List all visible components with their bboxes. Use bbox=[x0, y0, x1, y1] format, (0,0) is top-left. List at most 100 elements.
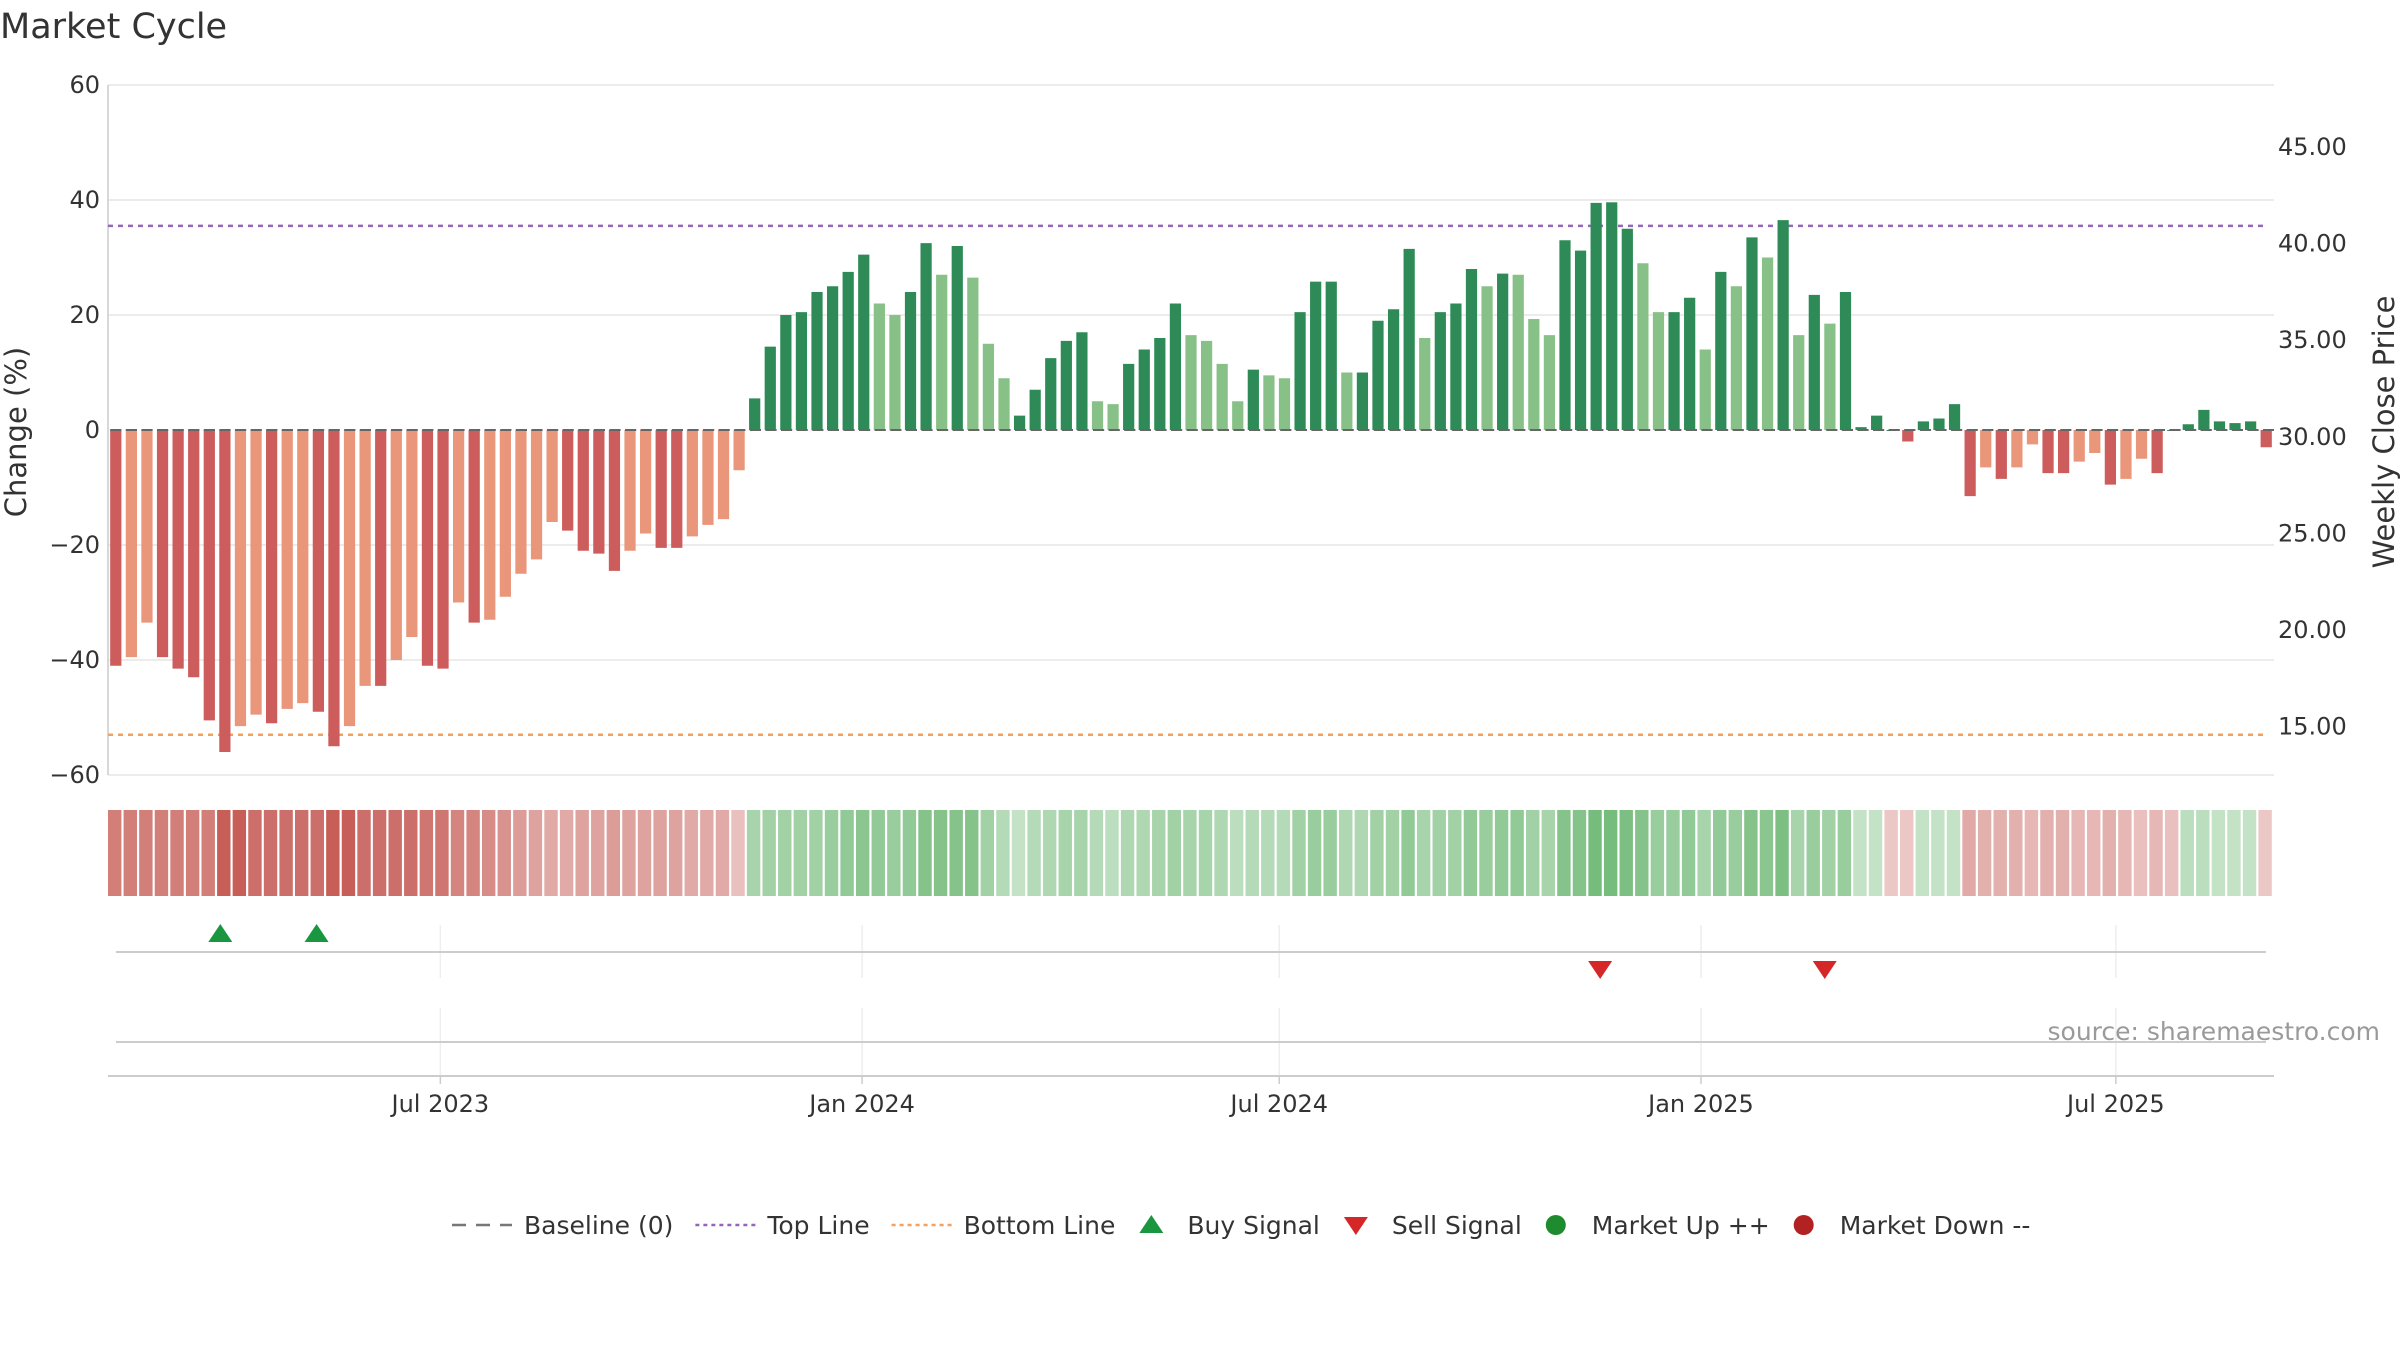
change-bar bbox=[2182, 424, 2194, 430]
change-bar bbox=[1216, 363, 1228, 431]
change-bar bbox=[468, 430, 480, 623]
left-y-tick-label: −60 bbox=[49, 761, 100, 789]
change-bar bbox=[1107, 404, 1119, 431]
sentiment-cell bbox=[1759, 810, 1774, 896]
legend-item: Market Up ++ bbox=[1545, 1211, 1770, 1240]
change-bar bbox=[858, 254, 870, 431]
right-y-tick-label: 25.00 bbox=[2278, 519, 2347, 547]
sentiment-cell bbox=[1401, 810, 1415, 896]
sentiment-cell bbox=[2118, 810, 2132, 896]
change-bar bbox=[1154, 338, 1166, 430]
sentiment-cell bbox=[1931, 810, 1945, 896]
sentiment-cell bbox=[731, 810, 745, 896]
change-bar bbox=[1123, 363, 1135, 431]
change-bar bbox=[1138, 349, 1150, 430]
change-bar bbox=[1434, 312, 1446, 431]
sentiment-cell bbox=[1681, 810, 1696, 896]
sentiment-cell bbox=[871, 810, 885, 896]
legend-label: Buy Signal bbox=[1187, 1211, 1320, 1240]
sentiment-cell bbox=[544, 810, 558, 896]
change-bar bbox=[188, 430, 200, 678]
change-bar bbox=[172, 430, 184, 669]
sentiment-cell bbox=[1463, 810, 1478, 896]
change-bar bbox=[1621, 228, 1633, 430]
change-bar bbox=[266, 430, 278, 724]
sentiment-cell bbox=[1837, 810, 1852, 896]
sentiment-cell bbox=[1541, 810, 1556, 896]
sentiment-cell bbox=[2227, 810, 2241, 896]
x-tick-label: Jul 2024 bbox=[1228, 1090, 1328, 1118]
change-bar bbox=[1824, 323, 1836, 431]
sentiment-cell bbox=[1105, 810, 1119, 896]
sell-signal-marker bbox=[1588, 961, 1613, 979]
sentiment-cell bbox=[1229, 810, 1244, 896]
change-bar bbox=[1902, 430, 1914, 442]
sentiment-cell bbox=[1323, 810, 1337, 896]
legend-item: Top Line bbox=[695, 1211, 870, 1240]
change-bar bbox=[1419, 338, 1431, 430]
sentiment-cell bbox=[1385, 810, 1400, 896]
sentiment-cell bbox=[2180, 810, 2194, 896]
change-bar bbox=[1497, 273, 1509, 430]
sentiment-cell bbox=[528, 810, 543, 896]
sentiment-cell bbox=[108, 810, 122, 896]
change-bar bbox=[250, 430, 262, 715]
change-bar bbox=[110, 430, 122, 666]
sentiment-cell bbox=[559, 810, 574, 896]
change-bar bbox=[2151, 430, 2163, 474]
change-bar bbox=[1652, 312, 1665, 431]
change-bar bbox=[686, 430, 698, 537]
change-bar bbox=[842, 271, 854, 431]
left-y-axis-ticks: 60 40 20 0 −20 −40 −60 bbox=[49, 71, 100, 789]
change-bar bbox=[2120, 430, 2132, 479]
change-bar bbox=[1637, 263, 1649, 430]
x-tick-label: Jan 2024 bbox=[807, 1090, 915, 1118]
change-bar bbox=[826, 286, 839, 430]
legend-item: Bottom Line bbox=[891, 1211, 1115, 1240]
left-y-tick-label: −20 bbox=[49, 531, 100, 559]
change-bar bbox=[515, 430, 527, 574]
change-bar bbox=[967, 277, 979, 431]
sentiment-cell bbox=[2102, 810, 2116, 896]
change-bar bbox=[437, 430, 449, 669]
sentiment-cell bbox=[2009, 810, 2023, 896]
sentiment-cell bbox=[965, 810, 979, 896]
sentiment-cell bbox=[1853, 810, 1867, 896]
change-bar bbox=[577, 430, 589, 551]
sentiment-cell bbox=[1557, 810, 1571, 896]
sentiment-cell bbox=[1198, 810, 1213, 896]
change-bar bbox=[1668, 312, 1680, 431]
sentiment-cell bbox=[497, 810, 511, 896]
sentiment-cell bbox=[1058, 810, 1072, 896]
change-bar bbox=[390, 430, 402, 660]
change-bar bbox=[1746, 237, 1758, 431]
sentiment-cell bbox=[294, 810, 309, 896]
change-bar bbox=[1325, 281, 1337, 430]
buy-signal-marker bbox=[208, 924, 233, 942]
sentiment-cell bbox=[684, 810, 698, 896]
change-bar bbox=[1512, 274, 1524, 430]
sentiment-cell bbox=[1011, 810, 1026, 896]
sentiment-cell bbox=[466, 810, 480, 896]
sentiment-cell bbox=[996, 810, 1010, 896]
sentiment-cell bbox=[1479, 810, 1493, 896]
change-bar bbox=[655, 430, 667, 548]
sentiment-cell bbox=[450, 810, 465, 896]
sentiment-cell bbox=[1339, 810, 1353, 896]
legend-item: Market Down -- bbox=[1793, 1211, 2030, 1240]
sentiment-cell bbox=[637, 810, 652, 896]
change-bar bbox=[764, 346, 776, 431]
sentiment-cell bbox=[855, 810, 870, 896]
change-bar bbox=[1948, 404, 1961, 431]
right-y-axis-ticks: 45.00 40.00 35.00 30.00 25.00 20.00 15.00 bbox=[2278, 133, 2347, 741]
change-bar bbox=[1356, 372, 1369, 430]
change-bar bbox=[2104, 430, 2116, 485]
change-bar bbox=[2260, 430, 2272, 448]
change-bar bbox=[1169, 303, 1182, 430]
change-bar bbox=[1341, 372, 1353, 430]
legend-label: Top Line bbox=[766, 1211, 869, 1240]
change-bar bbox=[1777, 220, 1789, 431]
legend: Baseline (0) Top Line Bottom Line Buy Signa… bbox=[452, 1211, 2030, 1240]
sentiment-cell bbox=[2133, 810, 2148, 896]
sentiment-cell bbox=[1822, 810, 1836, 896]
